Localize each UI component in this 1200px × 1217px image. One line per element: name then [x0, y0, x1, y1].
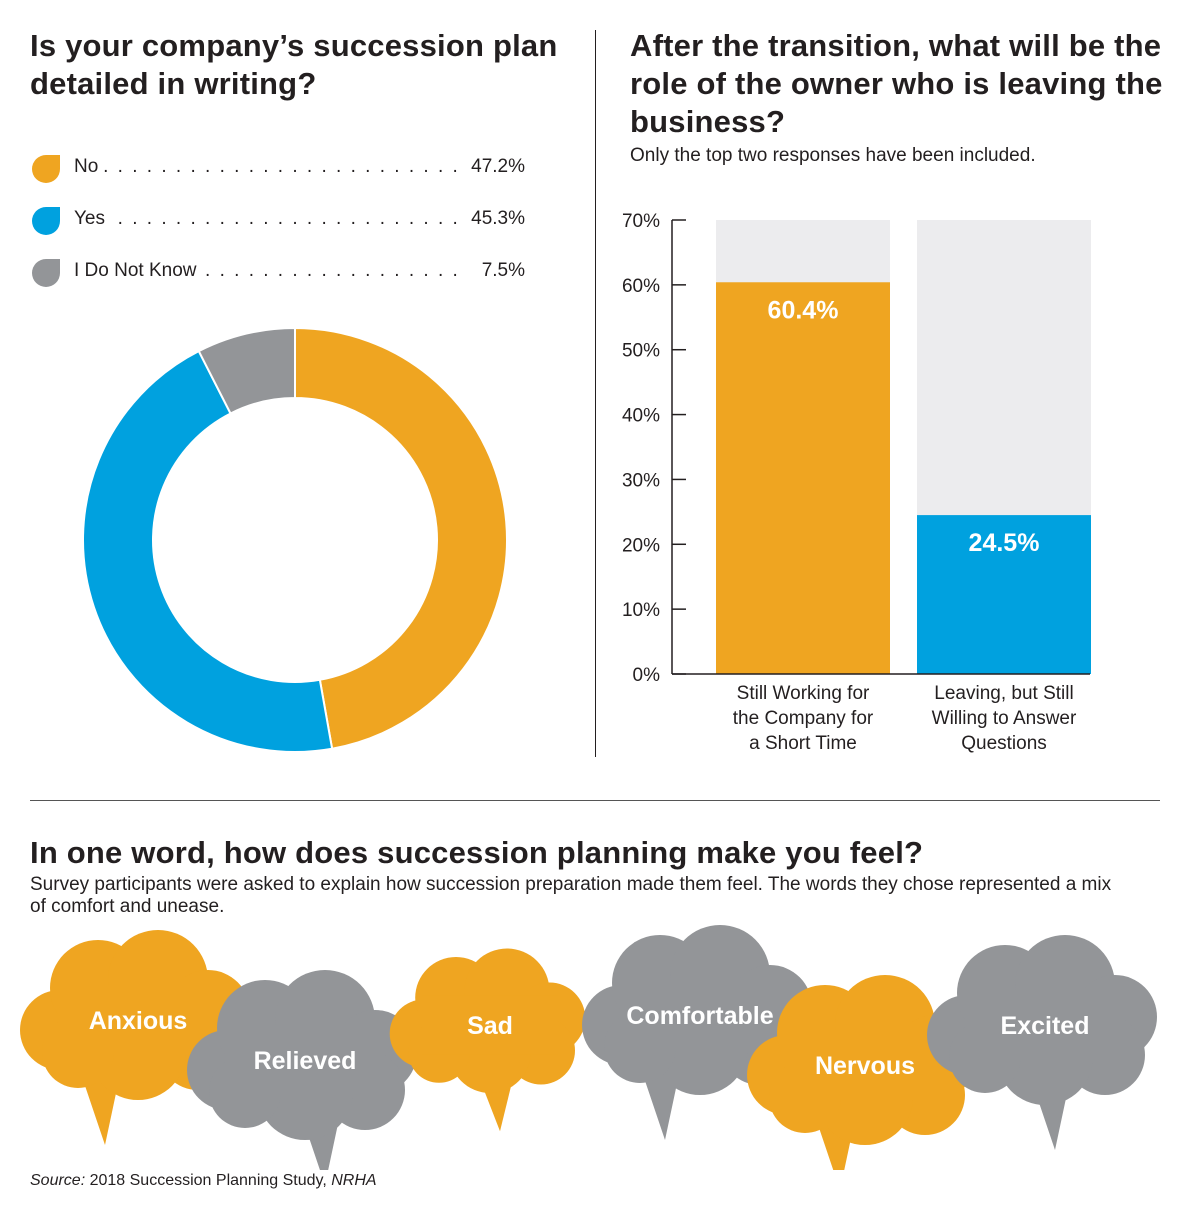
legend-label: Yes: [74, 208, 109, 230]
legend-item-no: . . . . . . . . . . . . . . . . . . . . …: [30, 150, 525, 202]
legend-leader-dots: . . . . . . . . . . . . . . . . . . . . …: [74, 208, 465, 229]
word-label: Comfortable: [626, 1002, 773, 1030]
y-tick-label: 40%: [622, 406, 660, 427]
legend-value: 45.3%: [467, 208, 525, 230]
word-bubble-sad: Sad: [389, 948, 586, 1132]
donut-slice-yes: [82, 349, 334, 753]
legend-swatch-icon: [32, 155, 60, 183]
legend-swatch-icon: [32, 207, 60, 235]
y-tick-label: 10%: [622, 600, 660, 621]
word-bubbles: Anxious Relieved Sad Comfortable Nervous Exci…: [20, 925, 1157, 1170]
x-category-label: a Short Time: [749, 733, 857, 754]
y-tick-label: 70%: [622, 211, 660, 232]
source-prefix: Source:: [30, 1172, 86, 1189]
x-category-label: the Company for: [733, 708, 874, 729]
word-bubble-anxious: Anxious: [20, 930, 250, 1145]
source-text: 2018 Succession Planning Study,: [89, 1172, 327, 1189]
bar-data-label: 60.4%: [768, 296, 839, 324]
horizontal-divider: [30, 800, 1160, 801]
y-tick-label: 60%: [622, 276, 660, 297]
x-category-label: Willing to Answer: [932, 708, 1077, 729]
source-org: NRHA: [331, 1172, 377, 1189]
donut-chart-title: Is your company’s succession plan detail…: [30, 28, 558, 101]
word-bubble-nervous: Nervous: [747, 975, 977, 1170]
feelings-subtitle: Survey participants were asked to explai…: [30, 874, 1112, 917]
word-label: Relieved: [254, 1047, 357, 1075]
bar-chart-subtitle: Only the top two responses have been inc…: [630, 145, 1036, 166]
legend-item-i-do-not-know: . . . . . . . . . . . . . . . . . . . . …: [30, 254, 525, 306]
word-label: Excited: [1001, 1012, 1090, 1040]
legend-label: No: [74, 156, 103, 178]
legend-leader-dots: . . . . . . . . . . . . . . . . . . . . …: [74, 156, 465, 177]
bar-data-label: 24.5%: [969, 529, 1040, 557]
legend-swatch-icon: [32, 259, 60, 287]
word-label: Sad: [467, 1012, 513, 1040]
y-tick-label: 30%: [622, 470, 660, 491]
bar-chart: 60.4% 24.5% 0% 10% 20% 30% 40% 50% 60% 70% Still W…: [622, 211, 1091, 754]
legend-item-yes: . . . . . . . . . . . . . . . . . . . . …: [30, 202, 525, 254]
bar-chart-title: After the transition, what will be the r…: [630, 28, 1163, 139]
y-tick-label: 50%: [622, 341, 660, 362]
y-tick-label: 20%: [622, 535, 660, 556]
donut-legend: . . . . . . . . . . . . . . . . . . . . …: [30, 150, 525, 306]
y-tick-label: 0%: [633, 665, 661, 686]
source-note: Source: 2018 Succession Planning Study, …: [30, 1172, 377, 1190]
donut-chart: [82, 326, 508, 753]
vertical-divider: [595, 30, 596, 757]
donut-slice-no: [294, 326, 508, 750]
word-bubble-excited: Excited: [927, 935, 1157, 1150]
word-label: Nervous: [815, 1052, 915, 1080]
bar-2: [917, 515, 1091, 674]
word-bubble-relieved: Relieved: [187, 970, 417, 1170]
x-category-label: Still Working for: [737, 683, 870, 704]
word-label: Anxious: [89, 1007, 188, 1035]
legend-value: 47.2%: [467, 156, 525, 178]
feelings-title: In one word, how does succession plannin…: [30, 835, 924, 870]
legend-label: I Do Not Know: [74, 260, 201, 282]
bar-1: [716, 282, 890, 674]
x-category-label: Questions: [961, 733, 1047, 754]
x-category-label: Leaving, but Still: [934, 683, 1073, 704]
legend-value: 7.5%: [477, 260, 525, 282]
donut-slice-i-do-not-know: [197, 326, 296, 415]
